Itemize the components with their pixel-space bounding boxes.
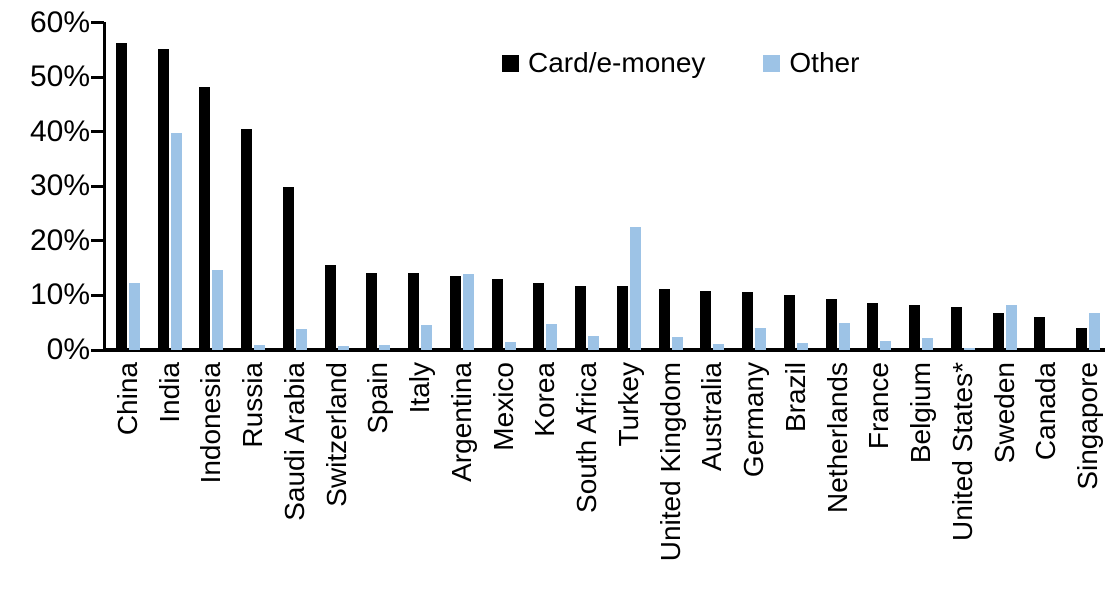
bar-other-germany (755, 327, 767, 350)
y-axis-label: 20% (29, 223, 90, 257)
x-axis-label: Spain (362, 362, 394, 434)
y-axis-tick (91, 348, 104, 352)
x-axis-label: Germany (738, 362, 770, 478)
x-axis-label: Singapore (1072, 362, 1104, 490)
bar-card-emoney-china (116, 42, 127, 350)
bar-card-emoney-russia (241, 128, 253, 350)
x-axis-label: Netherlands (821, 362, 853, 513)
bar-card-emoney-belgium (909, 304, 921, 350)
bar-card-emoney-spain (366, 272, 378, 350)
y-axis-label: 10% (29, 278, 90, 312)
x-axis-label: Sweden (988, 362, 1020, 464)
bar-other-singapore (1089, 312, 1101, 350)
legend-item-card-emoney: Card/e-money (502, 47, 705, 79)
bar-card-emoney-switzerland (324, 264, 336, 350)
bar-other-korea (546, 324, 558, 350)
y-axis-label: 50% (29, 60, 90, 94)
bar-other-switzerland (337, 345, 349, 350)
x-axis-label: Saudi Arabia (278, 362, 310, 521)
x-axis-label: Belgium (905, 362, 937, 464)
x-axis-label: Indonesia (195, 362, 227, 484)
bar-card-emoney-india (157, 48, 169, 350)
bar-card-emoney-south-africa (575, 285, 587, 350)
bar-other-united-states (963, 348, 975, 350)
x-axis-label: Russia (237, 362, 269, 448)
bar-other-belgium (922, 337, 934, 350)
x-axis-label: Korea (529, 362, 561, 437)
bar-card-emoney-united-kingdom (658, 289, 670, 350)
bar-card-emoney-netherlands (825, 298, 837, 350)
x-axis-label: India (153, 362, 185, 423)
bar-other-brazil (796, 343, 808, 350)
bar-card-emoney-france (867, 302, 879, 350)
x-axis-label: China (112, 362, 143, 436)
y-axis-tick (91, 239, 104, 243)
x-axis-line (103, 348, 1105, 352)
y-axis-tick (91, 293, 104, 297)
bar-other-italy (421, 324, 433, 350)
y-axis-label: 60% (29, 5, 90, 39)
bar-other-united-kingdom (671, 336, 683, 350)
bar-other-russia (254, 344, 266, 350)
bar-other-sweden (1005, 305, 1017, 350)
bar-other-netherlands (838, 323, 850, 350)
bar-card-emoney-united-states (950, 306, 962, 350)
legend-label-card-emoney: Card/e-money (528, 47, 706, 78)
bar-other-spain (379, 344, 391, 350)
chart-legend: Card/e-money Other (502, 47, 859, 79)
y-axis-tick (91, 130, 104, 134)
y-axis-label: 40% (29, 114, 90, 148)
bar-card-emoney-argentina (449, 275, 461, 350)
bar-card-emoney-sweden (992, 313, 1004, 350)
bar-card-emoney-saudi-arabia (282, 186, 294, 350)
legend-item-other: Other (763, 47, 859, 79)
legend-label-other: Other (789, 47, 860, 78)
bar-card-emoney-brazil (783, 295, 795, 350)
x-axis-label: United Kingdom (654, 362, 686, 562)
bar-card-emoney-australia (700, 290, 712, 350)
x-axis-label: Canada (1030, 362, 1062, 461)
bar-other-china (129, 282, 140, 350)
x-axis-label: Italy (404, 362, 436, 414)
y-axis-line (103, 22, 106, 352)
bar-other-indonesia (212, 270, 224, 350)
bar-other-turkey (629, 226, 641, 350)
bar-other-argentina (462, 273, 474, 350)
card-emoney-legend-swatch-icon (502, 54, 519, 72)
x-axis-label: South Africa (571, 362, 603, 513)
bar-other-india (170, 132, 182, 350)
bar-other-south-africa (588, 336, 600, 350)
other-legend-swatch-icon (763, 54, 781, 72)
bar-other-saudi-arabia (295, 328, 307, 350)
bar-card-emoney-germany (742, 291, 754, 350)
y-axis-label: 30% (29, 169, 90, 203)
bar-card-emoney-turkey (616, 285, 628, 350)
bar-card-emoney-canada (1034, 316, 1046, 350)
x-axis-label: France (863, 362, 895, 450)
y-axis-tick (91, 184, 104, 188)
x-axis-label: Brazil (779, 362, 811, 433)
bar-card-emoney-mexico (491, 279, 503, 350)
y-axis-tick (91, 21, 104, 25)
x-axis-label: Turkey (612, 362, 644, 447)
x-axis-label: United States* (946, 362, 978, 541)
bar-card-emoney-korea (533, 282, 545, 350)
bar-other-australia (713, 343, 725, 350)
y-axis-tick (91, 75, 104, 79)
bar-other-france (880, 341, 892, 350)
bar-card-emoney-singapore (1076, 327, 1088, 350)
x-axis-label: Switzerland (320, 362, 352, 507)
x-axis-label: Australia (696, 362, 728, 471)
x-axis-label: Argentina (445, 362, 477, 482)
bar-card-emoney-italy (408, 273, 420, 350)
bar-card-emoney-indonesia (199, 86, 211, 350)
x-axis-label: Mexico (487, 362, 519, 451)
y-axis-label: 0% (46, 333, 90, 366)
bar-other-mexico (504, 341, 516, 350)
